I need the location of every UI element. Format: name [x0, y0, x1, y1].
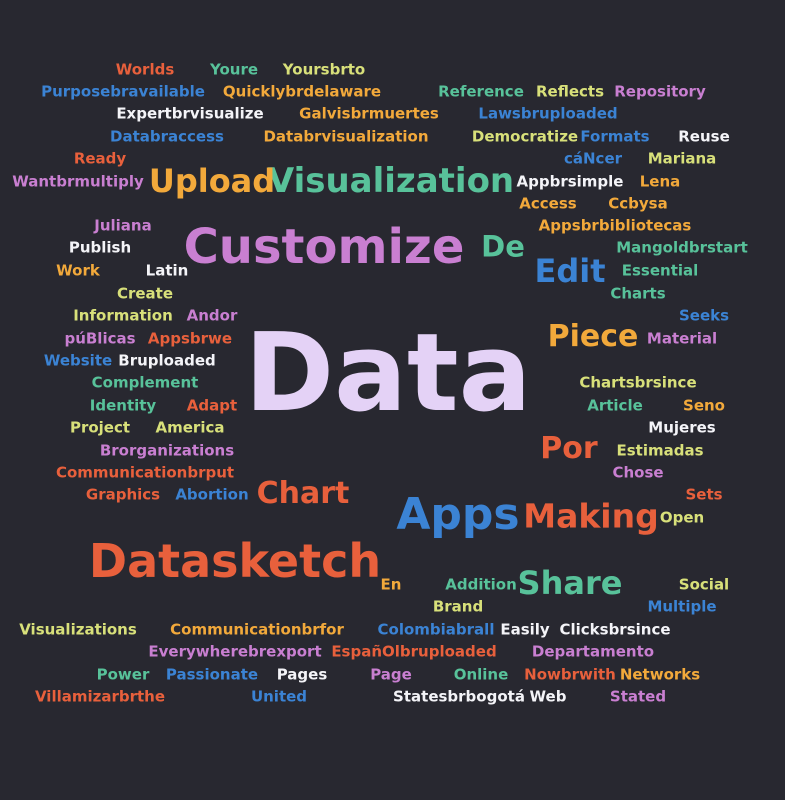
cloud-word-page: Page — [370, 665, 412, 684]
cloud-word-p-blicas: púBlicas — [64, 329, 136, 348]
cloud-word-brand: Brand — [432, 597, 484, 616]
cloud-word-chose: Chose — [612, 463, 664, 482]
cloud-word-quicklybrdelaware: Quicklybrdelaware — [222, 82, 382, 101]
cloud-word-open: Open — [659, 508, 705, 527]
cloud-word-brorganizations: Brorganizations — [99, 441, 235, 460]
cloud-word-material: Material — [646, 329, 718, 348]
cloud-word-ccbysa: Ccbysa — [608, 194, 668, 213]
cloud-word-villamizarbrthe: Villamizarbrthe — [34, 687, 166, 706]
cloud-word-seno: Seno — [683, 396, 725, 415]
cloud-word-juliana: Juliana — [94, 216, 152, 235]
cloud-word-america: America — [155, 418, 225, 437]
cloud-word-sets: Sets — [685, 485, 723, 504]
cloud-word-c-ncer: cáNcer — [563, 149, 623, 168]
cloud-word-ready: Ready — [73, 149, 127, 168]
cloud-word-reuse: Reuse — [678, 127, 730, 146]
cloud-word-publish: Publish — [68, 238, 132, 257]
cloud-word-lawsbruploaded: Lawsbruploaded — [478, 104, 618, 123]
cloud-word-reference: Reference — [438, 82, 524, 101]
cloud-word-datasketch: Datasketch — [88, 534, 382, 588]
cloud-word-upload: Upload — [148, 162, 276, 200]
cloud-word-united: United — [250, 687, 308, 706]
cloud-word-networks: Networks — [619, 665, 701, 684]
cloud-word-customize: Customize — [183, 219, 465, 275]
cloud-word-appsbrbibliotecas: Appsbrbibliotecas — [538, 216, 692, 235]
cloud-word-nowbrwith: Nowbrwith — [524, 665, 616, 684]
cloud-word-colombiabrall: Colombiabrall — [377, 620, 495, 639]
cloud-word-democratize: Democratize — [471, 127, 579, 146]
cloud-word-charts: Charts — [610, 284, 666, 303]
cloud-word-communicationbrput: Communicationbrput — [55, 463, 235, 482]
cloud-word-visualization: Visualization — [267, 161, 515, 201]
cloud-word-appbrsimple: Appbrsimple — [516, 172, 624, 191]
cloud-word-purposebravailable: Purposebravailable — [41, 82, 205, 101]
cloud-word-visualizations: Visualizations — [19, 620, 137, 639]
cloud-word-chart: Chart — [256, 476, 350, 511]
cloud-word-andor: Andor — [186, 306, 238, 325]
cloud-word-departamento: Departamento — [531, 642, 655, 661]
cloud-word-formats: Formats — [580, 127, 650, 146]
cloud-word-power: Power — [96, 665, 150, 684]
cloud-word-seeks: Seeks — [678, 306, 730, 325]
cloud-word-website: Website — [43, 351, 113, 370]
cloud-word-data: Data — [244, 311, 532, 436]
cloud-word-project: Project — [69, 418, 131, 437]
cloud-word-appsbrwe: Appsbrwe — [147, 329, 233, 348]
cloud-word-mujeres: Mujeres — [648, 418, 716, 437]
cloud-word-mariana: Mariana — [647, 149, 717, 168]
cloud-word-abortion: Abortion — [175, 485, 249, 504]
cloud-word-graphics: Graphics — [85, 485, 161, 504]
cloud-word-de: De — [481, 229, 525, 264]
cloud-word-apps: Apps — [396, 489, 520, 540]
cloud-word-information: Information — [73, 306, 173, 325]
cloud-word-statesbrbogot-: Statesbrbogotá — [393, 687, 525, 706]
cloud-word-lena: Lena — [639, 172, 681, 191]
cloud-word-yoursbrto: Yoursbrto — [282, 60, 366, 79]
cloud-word-share: Share — [517, 564, 623, 602]
cloud-word-communicationbrfor: Communicationbrfor — [170, 620, 344, 639]
cloud-word-expertbrvisualize: Expertbrvisualize — [116, 104, 264, 123]
cloud-word-por: Por — [540, 431, 598, 466]
cloud-word-galvisbrmuertes: Galvisbrmuertes — [299, 104, 439, 123]
cloud-word-wantbrmultiply: Wantbrmultiply — [12, 172, 144, 191]
cloud-word-essential: Essential — [621, 261, 699, 280]
cloud-word-access: Access — [519, 194, 577, 213]
cloud-word-chartsbrsince: Chartsbrsince — [579, 373, 697, 392]
cloud-word-latin: Latin — [145, 261, 189, 280]
cloud-word-bruploaded: Bruploaded — [118, 351, 216, 370]
cloud-word-web: Web — [529, 687, 567, 706]
cloud-word-clicksbrsince: Clicksbrsince — [559, 620, 671, 639]
cloud-word-reflects: Reflects — [535, 82, 605, 101]
cloud-word-making: Making — [523, 496, 659, 536]
cloud-word-adapt: Adapt — [186, 396, 238, 415]
cloud-word-work: Work — [56, 261, 100, 280]
cloud-word-estimadas: Estimadas — [616, 441, 704, 460]
cloud-word-multiple: Multiple — [647, 597, 717, 616]
cloud-word-online: Online — [453, 665, 509, 684]
cloud-word-social: Social — [678, 575, 730, 594]
cloud-word-complement: Complement — [91, 373, 199, 392]
cloud-word-easily: Easily — [500, 620, 550, 639]
cloud-word-databrvisualization: Databrvisualization — [263, 127, 429, 146]
cloud-word-youre: Youre — [209, 60, 259, 79]
cloud-word-en: En — [380, 575, 402, 594]
cloud-word-addition: Addition — [445, 575, 517, 594]
cloud-word-identity: Identity — [89, 396, 157, 415]
cloud-word-everywherebrexport: Everywherebrexport — [148, 642, 322, 661]
cloud-word-stated: Stated — [609, 687, 667, 706]
cloud-word-databraccess: Databraccess — [110, 127, 224, 146]
cloud-word-passionate: Passionate — [165, 665, 259, 684]
cloud-word-create: Create — [116, 284, 174, 303]
cloud-word-worlds: Worlds — [115, 60, 175, 79]
cloud-word-repository: Repository — [614, 82, 706, 101]
cloud-word-pages: Pages — [276, 665, 328, 684]
cloud-word-article: Article — [587, 396, 643, 415]
cloud-word-piece: Piece — [547, 319, 639, 354]
cloud-word-edit: Edit — [534, 252, 606, 290]
cloud-word-mangoldbrstart: Mangoldbrstart — [616, 238, 748, 257]
cloud-word-espa-olbruploaded: EspañOlbruploaded — [331, 642, 497, 661]
